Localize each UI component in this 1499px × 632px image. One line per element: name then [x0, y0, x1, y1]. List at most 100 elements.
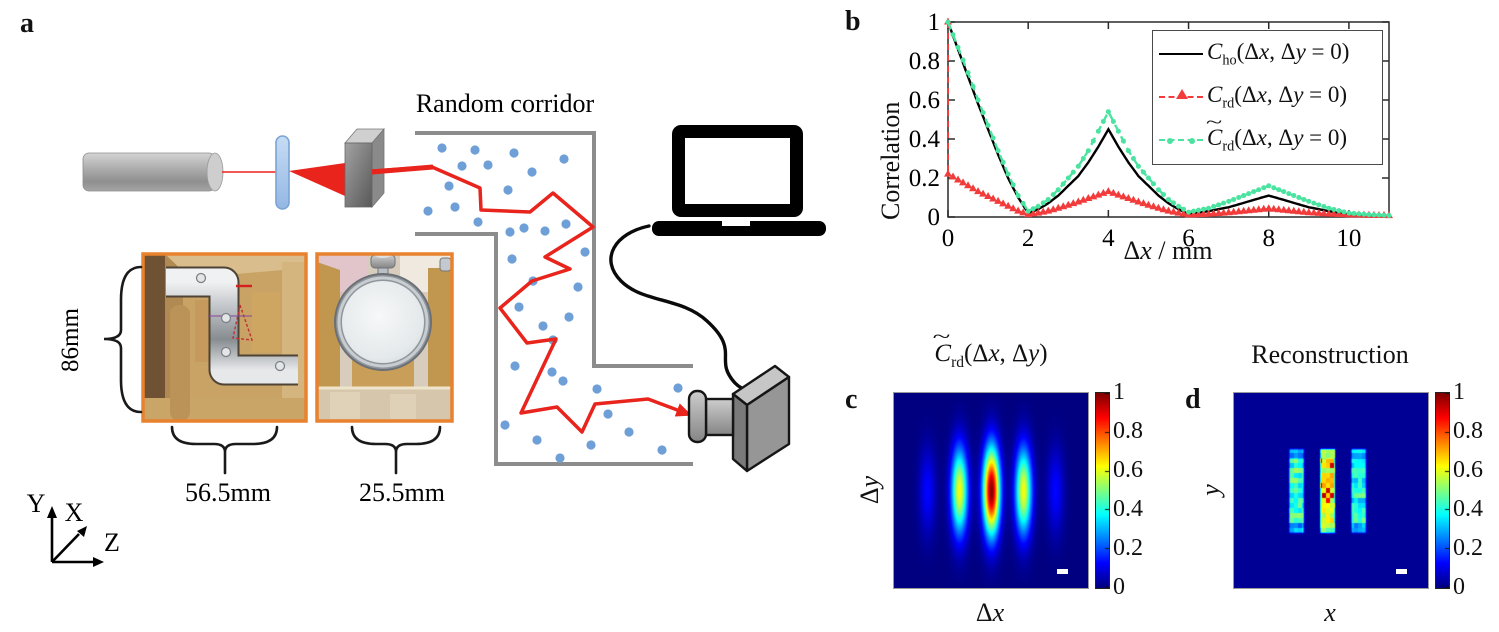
marker-dot — [1386, 212, 1392, 218]
marker-triangle — [1284, 206, 1293, 214]
marker-dot — [1341, 209, 1347, 215]
marker-triangle — [1129, 195, 1138, 203]
legend-label: Cho(Δx, Δy = 0) — [1207, 39, 1350, 69]
heatmap-d-xlabel: x — [1324, 598, 1336, 627]
marker-triangle — [1319, 209, 1328, 217]
x-tick-label: 0 — [942, 225, 955, 252]
marker-dot — [1291, 193, 1297, 199]
scatterer-dot — [527, 167, 537, 177]
panel-a-label: a — [20, 8, 34, 39]
marker-triangle — [1074, 197, 1083, 205]
legend-entry: Cho(Δx, Δy = 0) — [1159, 34, 1376, 76]
marker-dot — [1271, 185, 1277, 191]
legend-swatch-dash-dot-green — [1159, 128, 1205, 154]
heatmap-d — [1233, 392, 1429, 589]
marker-dot — [1261, 185, 1267, 191]
marker-dot — [945, 19, 951, 25]
laser-beam-wedge — [289, 163, 345, 196]
marker-dot — [1040, 200, 1046, 206]
scale-bar-d — [1396, 569, 1407, 574]
marker-dot — [965, 70, 971, 76]
marker-dot — [1331, 206, 1337, 212]
inset-photo-ground-glass — [317, 254, 452, 421]
marker-triangle — [989, 194, 998, 202]
x-tick-label: 10 — [1336, 225, 1361, 252]
marker-dot — [1266, 183, 1272, 189]
heatmap-d-title: Reconstruction — [1251, 340, 1409, 369]
marker-dot — [1155, 187, 1161, 193]
marker-dot — [1356, 211, 1362, 217]
marker-dot — [1080, 156, 1086, 161]
scatterer-dot — [483, 160, 493, 170]
marker-triangle — [1304, 208, 1313, 216]
marker-dot — [1301, 196, 1307, 202]
y-tick-label: 0.8 — [909, 48, 940, 75]
marker-dot — [1276, 187, 1282, 193]
marker-dot — [960, 57, 966, 63]
marker-dot — [1020, 200, 1026, 206]
brace-56mm — [170, 425, 279, 475]
marker-dot — [1321, 204, 1327, 210]
colorbar-c — [1095, 392, 1110, 589]
marker-dot — [950, 32, 956, 38]
colorbar-d — [1435, 392, 1450, 589]
marker-triangle — [1269, 204, 1278, 212]
marker-dot — [1206, 205, 1212, 211]
marker-dot — [1201, 206, 1207, 212]
marker-dot — [1286, 191, 1292, 197]
marker-dot — [1085, 148, 1091, 154]
laser-source — [82, 152, 224, 192]
scatterer-dot — [507, 254, 517, 264]
scatterer-dot — [573, 282, 583, 292]
marker-triangle — [1309, 208, 1318, 216]
marker-dot — [1191, 208, 1197, 214]
scatterer-dot — [657, 445, 667, 455]
marker-triangle — [1159, 205, 1168, 213]
marker-dot — [1045, 196, 1051, 202]
panel-b-label: b — [845, 6, 861, 37]
marker-dot — [955, 44, 961, 50]
marker-triangle — [1124, 193, 1133, 201]
marker-dot — [1095, 128, 1101, 134]
marker-triangle — [1144, 200, 1153, 208]
scatterer-dot — [580, 247, 590, 257]
chart-b-ylabel: Correlation — [876, 101, 905, 220]
marker-dot — [1135, 163, 1141, 169]
chart-b-xlabel: Δx / mm — [1123, 236, 1213, 265]
marker-triangle — [1289, 206, 1298, 214]
marker-dot — [1120, 138, 1126, 144]
scatterer-dot — [509, 148, 519, 158]
marker-triangle — [1109, 188, 1118, 196]
marker-dot — [1376, 212, 1382, 218]
marker-triangle — [1004, 201, 1013, 209]
scatterer-dot — [450, 202, 460, 212]
marker-dot — [1050, 192, 1056, 198]
axis-label-z: Z — [104, 528, 120, 557]
scatterer-dot — [547, 367, 557, 377]
legend-swatch-solid-black — [1159, 42, 1205, 68]
colorbar-tick-label: 0 — [1453, 574, 1465, 600]
marker-triangle — [984, 192, 993, 200]
marker-dot — [1306, 198, 1312, 204]
marker-dot — [1251, 189, 1257, 195]
marker-dot — [995, 148, 1001, 154]
marker-dot — [1025, 208, 1031, 214]
marker-dot — [1110, 118, 1116, 124]
marker-triangle — [1169, 207, 1178, 215]
marker-dot — [1166, 196, 1171, 202]
marker-triangle — [1114, 190, 1123, 198]
marker-dot — [1236, 195, 1242, 200]
scatterer-dot — [437, 143, 447, 153]
marker-triangle — [1134, 197, 1143, 205]
marker-dot — [1226, 198, 1232, 204]
marker-triangle — [1079, 195, 1088, 203]
dim-label-25mm: 25.5mm — [359, 478, 445, 507]
scatterer-dot — [503, 185, 513, 195]
scatterer-dot — [444, 181, 454, 191]
marker-dot — [1371, 212, 1377, 218]
marker-triangle — [1274, 205, 1283, 213]
scatterer-dot — [592, 384, 602, 394]
marker-triangle — [1099, 188, 1108, 196]
marker-triangle — [954, 175, 963, 183]
